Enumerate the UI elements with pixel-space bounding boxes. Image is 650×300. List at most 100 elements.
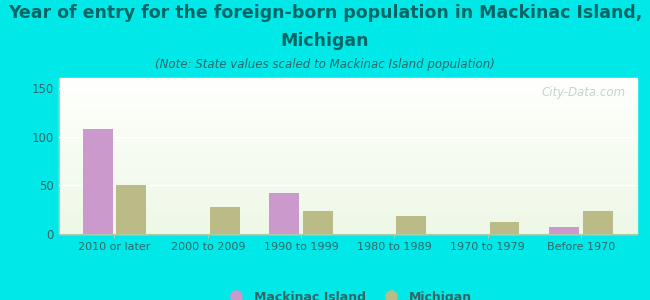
Bar [58,134,637,136]
Bar [58,220,637,221]
Bar [58,212,637,214]
Bar [58,136,637,137]
Bar [58,117,637,118]
Bar [58,151,637,153]
Text: City-Data.com: City-Data.com [541,86,625,99]
Bar [58,162,637,164]
Bar [58,194,637,195]
Bar [58,83,637,84]
Bar [58,128,637,130]
Bar [58,140,637,142]
Bar [58,218,637,220]
Bar [58,112,637,114]
Bar [58,97,637,98]
Bar [58,173,637,175]
Bar [58,184,637,186]
Bar [58,120,637,122]
Text: Year of entry for the foreign-born population in Mackinac Island,: Year of entry for the foreign-born popul… [8,4,642,22]
Bar [58,203,637,204]
Bar [58,211,637,212]
Bar [58,175,637,176]
Bar [58,232,637,234]
Bar [58,169,637,170]
Bar [58,111,637,112]
Bar [58,214,637,215]
Bar [58,156,637,158]
Bar [58,78,637,80]
Legend: Mackinac Island, Michigan: Mackinac Island, Michigan [219,286,476,300]
Bar [58,167,637,169]
Bar [58,147,637,148]
Bar [58,123,637,125]
Bar [58,139,637,140]
Bar [58,206,637,208]
Bar [58,116,637,117]
Bar [58,126,637,128]
Bar [396,217,426,234]
Bar [58,133,637,134]
Bar [58,81,637,83]
Bar [58,231,637,232]
Bar [58,142,637,143]
Bar [58,187,637,189]
Bar [58,172,637,173]
Bar [549,227,579,234]
Bar [58,189,637,190]
Bar [58,109,637,111]
Bar [58,114,637,116]
Bar [58,130,637,131]
Bar [58,104,637,106]
Bar [58,217,637,218]
Bar [58,92,637,94]
Bar [58,94,637,95]
Bar [58,229,637,231]
Bar [83,129,112,234]
Bar [58,208,637,209]
Bar [58,122,637,123]
Bar [58,221,637,223]
Bar [58,125,637,126]
Bar [58,196,637,198]
Bar [58,215,637,217]
Bar [58,198,637,200]
Bar [58,148,637,150]
Bar [116,185,146,234]
Bar [58,209,637,211]
Bar [269,193,299,234]
Bar [58,200,637,201]
Bar [58,106,637,108]
Bar [58,161,637,162]
Bar [58,95,637,97]
Bar [58,86,637,87]
Bar [58,100,637,101]
Bar [58,226,637,228]
Bar [58,98,637,100]
Bar [58,164,637,165]
Bar [58,154,637,156]
Bar [58,145,637,147]
Bar [58,225,637,226]
Bar [58,101,637,103]
Bar [58,153,637,154]
Bar [58,84,637,86]
Bar [58,228,637,229]
Bar [58,91,637,92]
Bar [58,170,637,172]
Bar [58,186,637,187]
Bar [58,178,637,179]
Bar [58,190,637,192]
Bar [58,165,637,167]
Text: (Note: State values scaled to Mackinac Island population): (Note: State values scaled to Mackinac I… [155,58,495,71]
Bar [58,181,637,182]
Bar [58,176,637,178]
Bar [58,192,637,194]
Text: Michigan: Michigan [281,32,369,50]
Bar [58,108,637,109]
Bar [210,207,239,234]
Bar [58,195,637,196]
Bar [58,80,637,81]
Bar [58,118,637,120]
Bar [58,131,637,133]
Bar [489,222,519,234]
Bar [58,143,637,145]
